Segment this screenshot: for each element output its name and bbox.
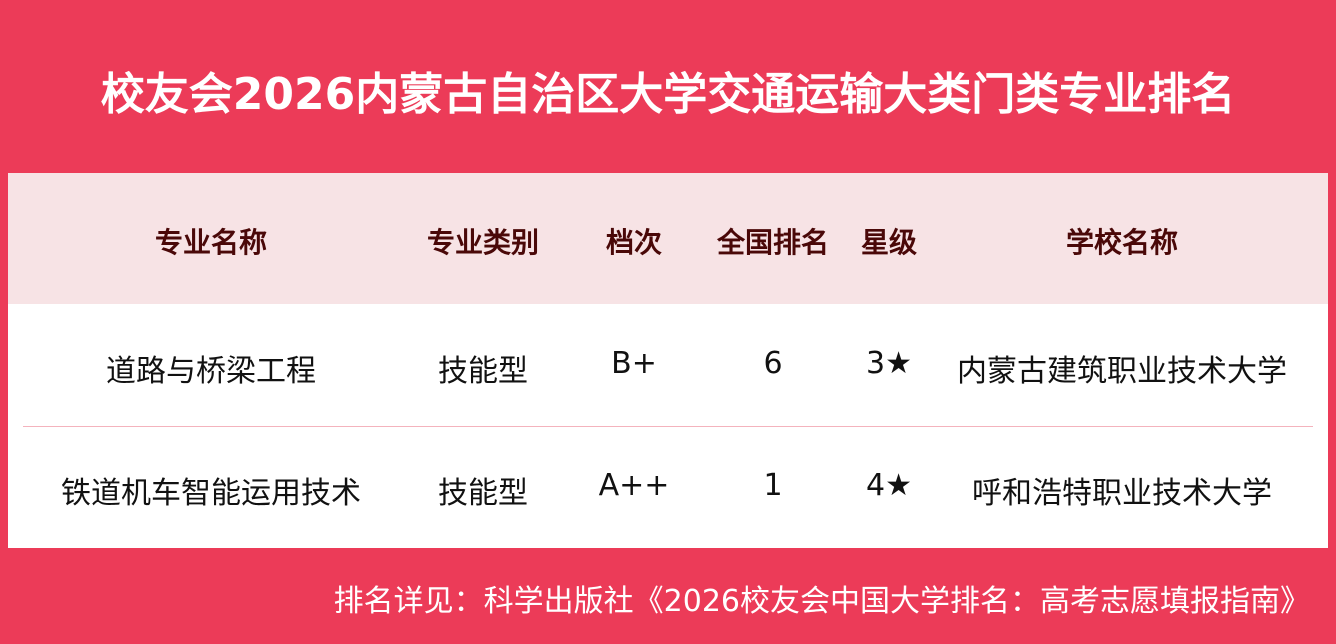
header-grade: 档次	[605, 226, 663, 259]
major-type: 技能型	[438, 354, 528, 389]
table-row: 铁道机车智能运用技术 技能型 A++ 1 4★ 呼和浩特职业技术大学	[8, 426, 1328, 548]
ranking-table: 专业名称 专业类别 档次 全国排名 星级 学校名称 道路与桥梁工程 技能型 B+…	[8, 173, 1328, 548]
header-major-name: 专业名称	[154, 226, 268, 259]
row-divider	[23, 426, 1313, 427]
major-name: 道路与桥梁工程	[106, 354, 316, 389]
school-name: 内蒙古建筑职业技术大学	[957, 354, 1287, 389]
star-level: 4★	[866, 468, 912, 503]
national-rank: 1	[763, 468, 783, 503]
national-rank: 6	[763, 346, 783, 381]
star-level: 3★	[866, 346, 912, 381]
school-name: 呼和浩特职业技术大学	[972, 476, 1272, 511]
header-star-level: 星级	[860, 226, 918, 259]
header-national-rank: 全国排名	[716, 226, 830, 259]
page-title: 校友会2026内蒙古自治区大学交通运输大类门类专业排名	[100, 69, 1236, 120]
major-name: 铁道机车智能运用技术	[61, 476, 361, 511]
major-type: 技能型	[438, 476, 528, 511]
table-row: 道路与桥梁工程 技能型 B+ 6 3★ 内蒙古建筑职业技术大学	[8, 304, 1328, 426]
grade: B+	[611, 346, 657, 381]
source-note: 排名详见：科学出版社《2026校友会中国大学排名：高考志愿填报指南》	[333, 584, 1310, 619]
header-school-name: 学校名称	[1065, 226, 1179, 259]
table-header: 专业名称 专业类别 档次 全国排名 星级 学校名称	[8, 173, 1328, 304]
grade: A++	[598, 468, 670, 503]
header-major-type: 专业类别	[426, 226, 540, 259]
